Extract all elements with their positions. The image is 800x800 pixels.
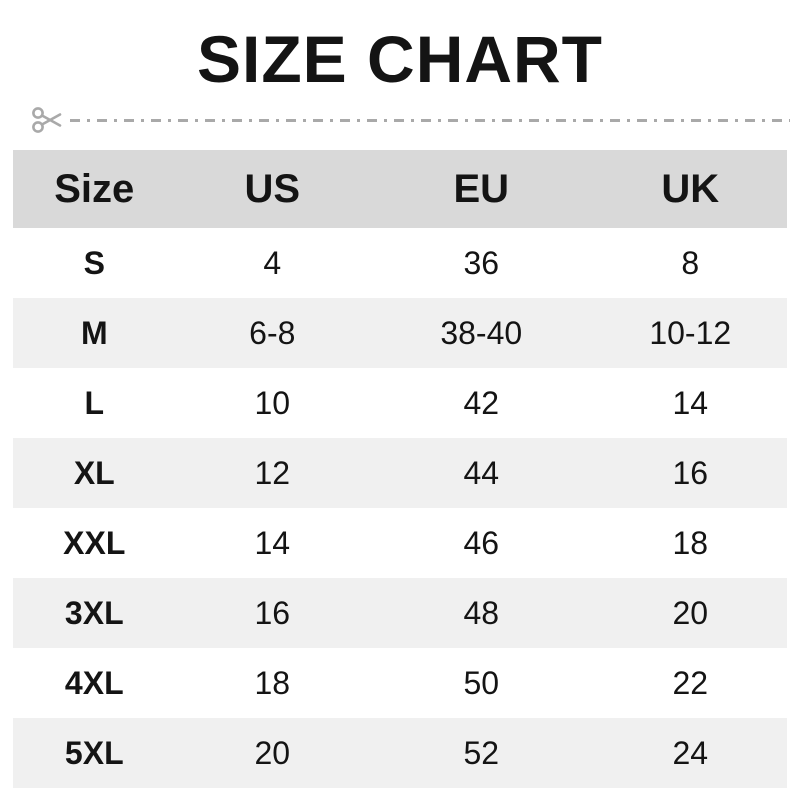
page-title: SIZE CHART	[197, 22, 603, 96]
size-value: 20	[672, 594, 709, 631]
size-value: 42	[463, 384, 500, 421]
size-value: 10-12	[649, 314, 732, 351]
size-value: 22	[672, 664, 709, 701]
size-value: 8	[681, 244, 700, 281]
size-value: 38-40	[440, 314, 523, 351]
size-value: 46	[463, 524, 500, 561]
table-row: XL 12 44 16	[13, 438, 787, 508]
cut-here-line	[0, 102, 800, 138]
size-value: 16	[254, 594, 291, 631]
size-value: 18	[254, 664, 291, 701]
table-row: XXL 14 46 18	[13, 508, 787, 578]
size-table: Size US EU UK S 4 36 8 M 6-8 38-40 10-12 L 10 42 14…	[13, 150, 787, 788]
table-header-row: Size US EU UK	[13, 150, 787, 228]
size-value: 44	[463, 454, 500, 491]
size-label: XXL	[63, 524, 126, 561]
table-row: M 6-8 38-40 10-12	[13, 298, 787, 368]
column-header-uk: UK	[661, 166, 720, 211]
size-value: 52	[463, 734, 500, 771]
size-label: 4XL	[64, 664, 124, 701]
size-value: 10	[254, 384, 291, 421]
size-value: 36	[463, 244, 500, 281]
size-label: L	[84, 384, 105, 421]
table-row: 3XL 16 48 20	[13, 578, 787, 648]
column-header-eu: EU	[453, 166, 510, 211]
table-row: L 10 42 14	[13, 368, 787, 438]
size-value: 4	[263, 244, 282, 281]
cut-dashed-line	[70, 118, 790, 122]
table-row: S 4 36 8	[13, 228, 787, 298]
size-table-body: S 4 36 8 M 6-8 38-40 10-12 L 10 42 14 XL 12 44 16 XXL 14 4…	[13, 228, 787, 788]
size-label: S	[83, 244, 105, 281]
column-header-size: Size	[54, 166, 135, 211]
size-label: XL	[73, 454, 115, 491]
size-value: 14	[254, 524, 291, 561]
size-value: 18	[672, 524, 709, 561]
table-row: 4XL 18 50 22	[13, 648, 787, 718]
size-value: 48	[463, 594, 500, 631]
size-label: M	[80, 314, 108, 351]
size-value: 6-8	[249, 314, 296, 351]
table-row: 5XL 20 52 24	[13, 718, 787, 788]
size-value: 24	[672, 734, 709, 771]
size-label: 3XL	[64, 594, 124, 631]
size-value: 20	[254, 734, 291, 771]
size-label: 5XL	[64, 734, 124, 771]
scissors-icon	[32, 107, 62, 133]
size-value: 16	[672, 454, 709, 491]
size-value: 14	[672, 384, 709, 421]
column-header-us: US	[244, 166, 301, 211]
size-value: 12	[254, 454, 291, 491]
size-value: 50	[463, 664, 500, 701]
